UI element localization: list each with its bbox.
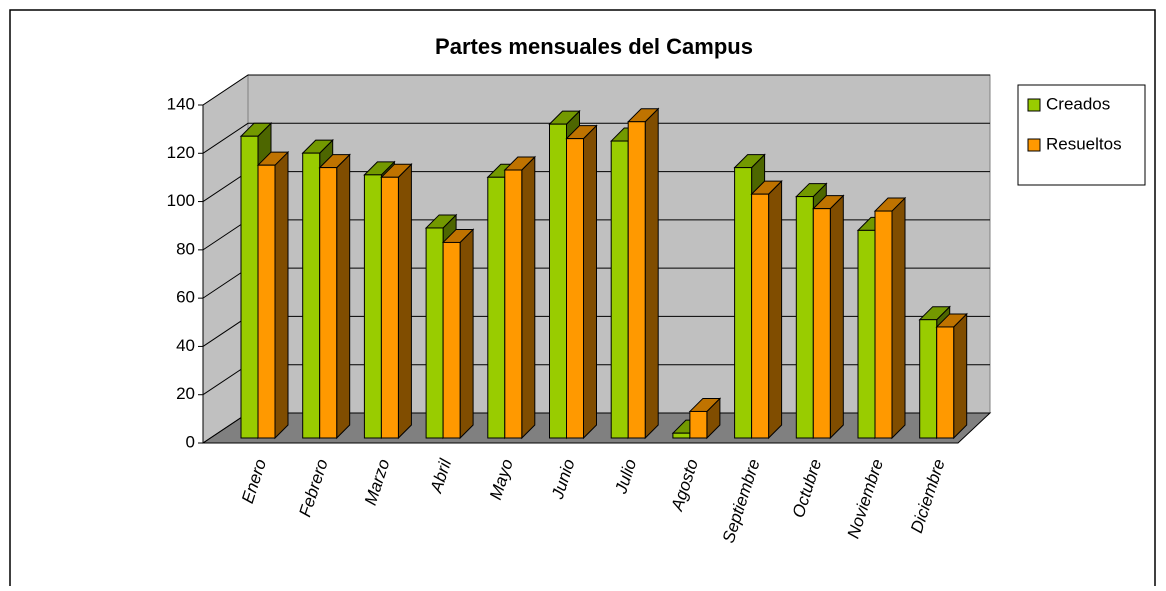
bar [626, 107, 660, 440]
bar-front [487, 176, 506, 439]
bar-front [857, 229, 876, 439]
bar-side [829, 194, 844, 440]
bar [318, 153, 351, 440]
bar-side [583, 124, 597, 440]
bar-side [953, 312, 968, 440]
bar-front [734, 167, 753, 439]
y-tick-label: 100 [167, 191, 195, 210]
bar-side [274, 150, 289, 440]
bar-front [425, 227, 444, 439]
legend-swatch [1027, 138, 1041, 152]
grid-line [202, 74, 990, 106]
bar-front [380, 176, 399, 439]
bar [935, 312, 968, 440]
chart-title: Partes mensuales del Campus [435, 34, 753, 59]
bar-side [459, 228, 474, 440]
bar [873, 196, 907, 440]
bar-front [442, 241, 461, 439]
bar-front [672, 432, 691, 439]
bar-side [521, 155, 536, 440]
y-tick-label: 60 [176, 288, 195, 307]
y-tick-label: 140 [167, 94, 195, 113]
bar-front [240, 135, 259, 439]
bar [688, 397, 722, 440]
bar-front [319, 167, 338, 439]
bar-front [302, 152, 321, 439]
bar [812, 194, 845, 440]
bar [441, 228, 475, 440]
bar-front [689, 410, 708, 439]
bar-side [891, 196, 906, 440]
bar [565, 124, 598, 440]
bar [750, 179, 783, 440]
bar-front [812, 208, 831, 439]
bar-side [644, 107, 659, 440]
bar-front [751, 193, 770, 439]
bar-front [874, 210, 893, 439]
y-tick-label: 40 [176, 336, 195, 355]
bar [380, 163, 413, 440]
bar-front [566, 138, 584, 439]
bar-side [336, 153, 351, 440]
bar-front [936, 326, 955, 439]
y-tick-label: 0 [186, 432, 195, 451]
bar [256, 150, 290, 440]
legend-swatch [1027, 98, 1041, 112]
bar-front [257, 164, 276, 439]
bar-side [768, 179, 783, 440]
bar-front [363, 174, 382, 439]
bar-front [504, 169, 523, 439]
bar-front [795, 196, 814, 439]
bar [503, 155, 537, 440]
bar-front [627, 121, 646, 439]
bar-front [549, 123, 567, 439]
grid-line [202, 122, 990, 154]
y-tick-label: 80 [176, 239, 195, 258]
bar-front [919, 319, 938, 439]
legend-label: Resueltos [1046, 134, 1122, 153]
legend-label: Creados [1046, 94, 1110, 113]
y-tick-label: 20 [176, 384, 195, 403]
bar-side [397, 163, 412, 440]
bar-front [610, 140, 629, 439]
y-tick-label: 120 [167, 143, 195, 162]
